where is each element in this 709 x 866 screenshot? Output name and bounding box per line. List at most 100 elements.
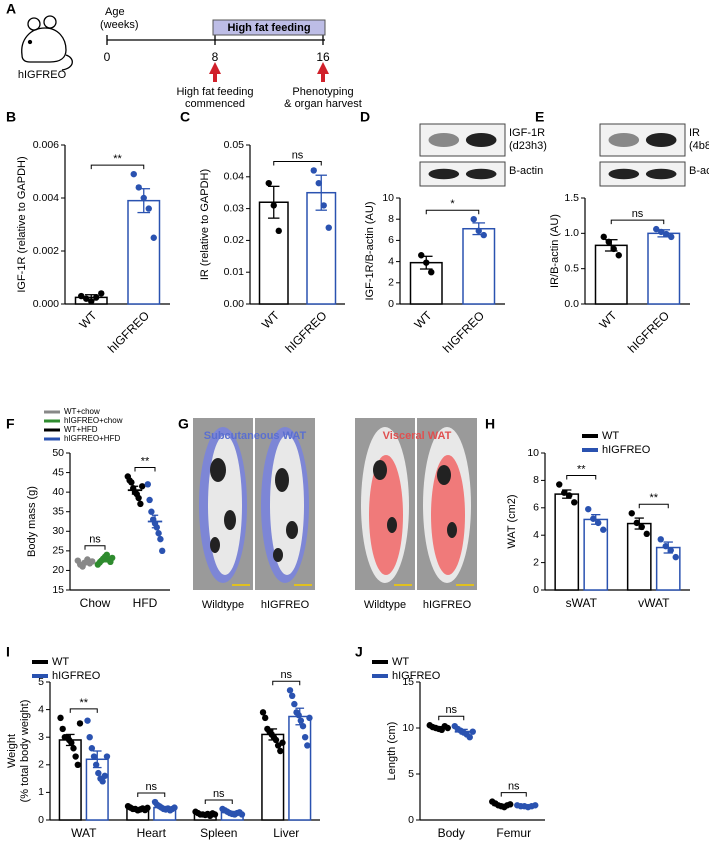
event-label: Phenotyping: [292, 86, 353, 98]
data-point: [88, 745, 96, 752]
bar: [647, 232, 681, 305]
data-point: [470, 216, 477, 223]
y-tick-label: 0.006: [33, 139, 59, 151]
significance-label: ns: [292, 149, 304, 161]
y-tick-label: 8: [533, 474, 539, 486]
data-point: [299, 722, 307, 730]
data-point: [261, 714, 269, 722]
panel-label: H: [485, 416, 495, 432]
data-point: [556, 481, 563, 488]
panel-label: I: [6, 644, 10, 660]
data-point: [137, 500, 144, 508]
legend-label: hIGFREO: [392, 670, 441, 682]
y-tick-label: 5: [38, 676, 44, 688]
data-point: [291, 700, 298, 708]
y-tick-label: 10: [527, 447, 539, 459]
timeline-tick-label: 16: [316, 50, 330, 64]
data-point: [566, 492, 573, 499]
y-tick-label: 0.02: [224, 234, 245, 246]
y-tick-label: 0: [38, 814, 44, 826]
data-point: [507, 801, 514, 808]
data-point: [238, 811, 246, 818]
data-point: [279, 739, 286, 746]
data-point: [57, 714, 64, 722]
panel-label: B: [6, 109, 16, 125]
legend-label: WT: [602, 430, 619, 442]
data-point: [418, 252, 425, 259]
data-point: [128, 479, 135, 486]
data-point: [297, 717, 305, 724]
data-point: [466, 734, 473, 741]
legend-label: WT: [52, 656, 69, 668]
y-tick-label: 4: [388, 255, 394, 267]
y-axis-label: IGF-1R (relative to GAPDH): [16, 156, 28, 292]
x-tick-label: vWAT: [638, 596, 670, 610]
event-label: & organ harvest: [284, 98, 362, 110]
x-tick-label: HFD: [133, 596, 158, 610]
data-point: [428, 269, 435, 276]
y-tick-label: 1.5: [564, 192, 579, 204]
mouse-icon: [21, 15, 73, 71]
y-tick-label: 0.00: [224, 298, 245, 310]
data-point: [667, 547, 674, 554]
data-point: [171, 804, 178, 811]
x-tick-label: sWAT: [566, 596, 598, 610]
data-point: [315, 179, 322, 187]
data-point: [144, 804, 151, 812]
blot-label: (d23h3): [509, 140, 547, 152]
bar: [127, 199, 161, 305]
data-point: [139, 483, 146, 490]
data-point: [101, 772, 109, 780]
y-tick-label: 15: [52, 584, 64, 596]
data-point: [532, 802, 539, 809]
bar: [85, 758, 109, 821]
data-point: [103, 753, 111, 760]
data-point: [146, 496, 153, 504]
data-point: [600, 526, 607, 533]
significance-bracket: [638, 503, 669, 509]
event-arrow: [317, 62, 329, 82]
data-point: [325, 224, 332, 231]
y-tick-label: 2: [38, 759, 44, 771]
y-tick-label: 0: [388, 298, 394, 310]
data-point: [653, 225, 660, 233]
y-tick-label: 25: [52, 545, 64, 557]
data-point: [306, 714, 313, 722]
significance-label: **: [141, 455, 150, 467]
data-point: [90, 753, 98, 760]
y-tick-label: 3: [38, 731, 44, 743]
y-tick-label: 1: [38, 786, 44, 798]
bar: [594, 244, 628, 305]
blot-label: B-actin: [509, 165, 543, 177]
panel-label: D: [360, 109, 370, 125]
x-tick-label: Spleen: [200, 826, 237, 840]
data-point: [633, 519, 640, 527]
data-point: [561, 489, 568, 496]
data-point: [98, 290, 105, 297]
bar: [306, 191, 337, 305]
blot-label: B-actin: [689, 165, 709, 177]
panel-label: E: [535, 109, 544, 125]
significance-bracket: [137, 792, 166, 798]
data-point: [70, 745, 77, 752]
data-point: [301, 734, 309, 741]
axis-label: Age: [105, 6, 125, 18]
data-point: [628, 510, 635, 517]
significance-bracket: [438, 715, 465, 721]
legend-label: WT+HFD: [64, 425, 98, 434]
panel-label: C: [180, 109, 190, 125]
significance-label: ns: [445, 704, 457, 716]
data-point: [135, 184, 142, 191]
data-point: [211, 811, 219, 818]
data-point: [89, 558, 96, 565]
legend-label: hIGFREO: [602, 444, 651, 456]
y-tick-label: 6: [388, 234, 394, 246]
data-point: [76, 720, 84, 727]
data-point: [277, 747, 284, 755]
y-tick-label: 0.004: [33, 192, 59, 204]
y-tick-label: 0.5: [564, 262, 579, 274]
y-tick-label: 4: [533, 529, 539, 541]
legend-label: WT+chow: [64, 407, 100, 416]
y-tick-label: 8: [388, 213, 394, 225]
